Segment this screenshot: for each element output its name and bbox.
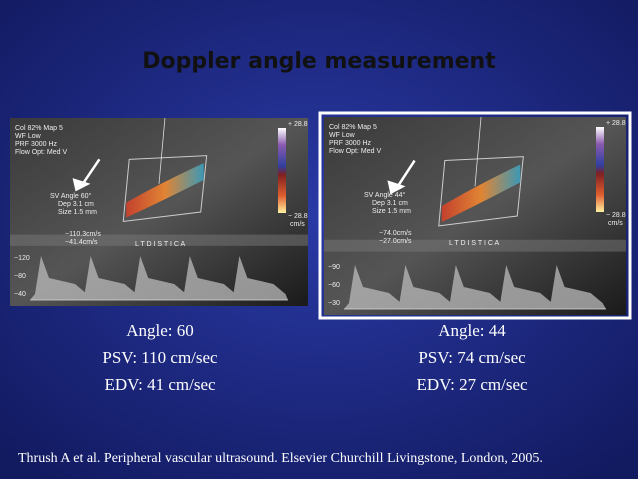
vessel-label: L T D I S T I C A bbox=[449, 240, 500, 247]
velocity: −41.4cm/s bbox=[65, 239, 98, 246]
velocity-axis-label: −60 bbox=[328, 282, 340, 289]
velocity-axis-label: −90 bbox=[328, 264, 340, 271]
arrow bbox=[80, 158, 101, 187]
sample-volume: Size 1.5 mm bbox=[58, 209, 97, 216]
caption: Angle: 60 bbox=[126, 321, 194, 340]
sample-volume: Size 1.5 mm bbox=[372, 208, 411, 215]
scale-top: + 28.8 bbox=[288, 121, 308, 128]
velocity-axis-label: −40 bbox=[14, 291, 26, 298]
image-background bbox=[10, 118, 308, 306]
velocity: −74.0cm/s bbox=[379, 230, 412, 237]
scale-bottom: − 28.8 bbox=[606, 212, 626, 219]
tissue-band bbox=[10, 234, 308, 246]
scale-bottom: − 28.8 bbox=[288, 213, 308, 220]
spectral-waveform bbox=[30, 256, 288, 300]
velocity: −27.0cm/s bbox=[379, 238, 412, 245]
velocity-axis-label: −80 bbox=[14, 273, 26, 280]
scale-top: + 28.8 bbox=[606, 120, 626, 127]
sample-volume: Dep 3.1 cm bbox=[58, 201, 94, 208]
velocity-axis-label: −120 bbox=[14, 255, 30, 262]
arrow bbox=[395, 159, 416, 189]
velocity: −110.3cm/s bbox=[65, 231, 101, 238]
scale-unit: cm/s bbox=[290, 221, 305, 228]
setting: Col 82% Map 5 bbox=[15, 125, 63, 132]
spectral-waveform bbox=[344, 265, 606, 309]
setting: PRF 3000 Hz bbox=[15, 141, 58, 148]
tissue-band bbox=[324, 239, 626, 252]
velocity-axis-label: −30 bbox=[328, 300, 340, 307]
citation: Thrush A et al. Peripheral vascular ultr… bbox=[18, 451, 543, 466]
scale-unit: cm/s bbox=[608, 220, 623, 227]
sample-volume: SV Angle 60° bbox=[50, 192, 92, 200]
caption: PSV: 110 cm/sec bbox=[102, 348, 218, 367]
color-scale bbox=[596, 127, 604, 212]
sample-volume: SV Angle 44° bbox=[364, 191, 406, 199]
color-flow bbox=[126, 163, 204, 218]
color-scale bbox=[278, 128, 286, 213]
color-box bbox=[122, 155, 208, 222]
arrow-head bbox=[387, 180, 406, 195]
color-box bbox=[438, 156, 524, 227]
setting: Col 82% Map 5 bbox=[329, 124, 377, 131]
caption: Angle: 44 bbox=[438, 321, 506, 340]
arrow-head bbox=[72, 178, 91, 192]
cursor-line bbox=[474, 116, 482, 187]
setting: WF Low bbox=[15, 133, 42, 140]
setting: WF Low bbox=[329, 132, 356, 139]
setting: Flow Opt: Med V bbox=[15, 149, 67, 156]
caption: EDV: 41 cm/sec bbox=[104, 375, 216, 394]
highlight-border bbox=[318, 111, 632, 320]
image-background bbox=[324, 117, 626, 315]
caption: EDV: 27 cm/sec bbox=[416, 375, 528, 394]
vessel-label: L T D I S T I C A bbox=[135, 241, 186, 248]
slide-title: Doppler angle measurement bbox=[142, 49, 496, 74]
cursor-line bbox=[158, 117, 166, 184]
sample-volume: Dep 3.1 cm bbox=[372, 200, 408, 207]
setting: Flow Opt: Med V bbox=[329, 148, 381, 155]
caption: PSV: 74 cm/sec bbox=[418, 348, 526, 367]
setting: PRF 3000 Hz bbox=[329, 140, 372, 147]
color-flow bbox=[441, 164, 521, 222]
